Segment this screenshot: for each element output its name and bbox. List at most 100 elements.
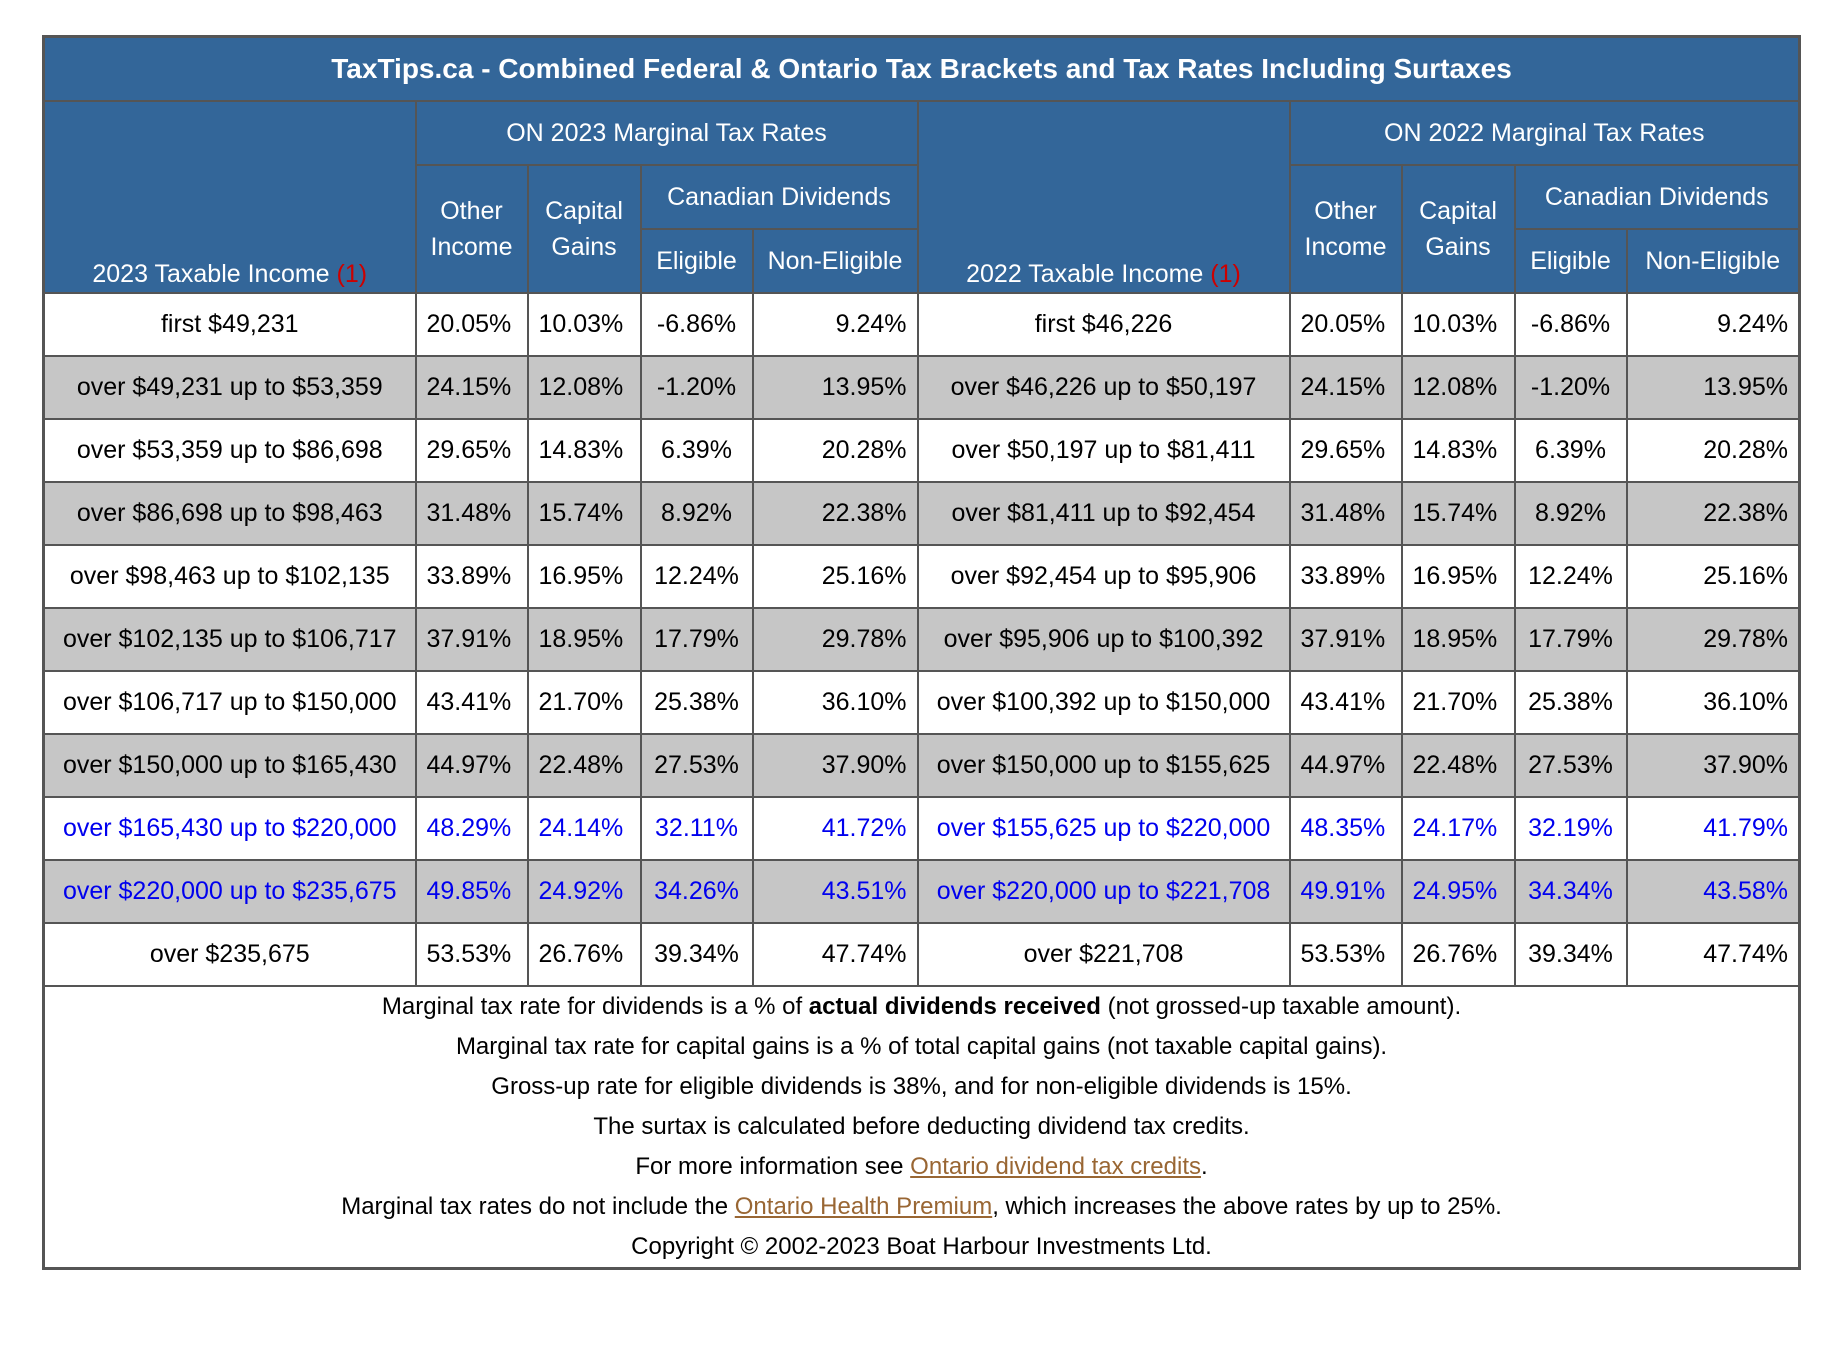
note-dividends-post: (not grossed-up taxable amount). bbox=[1100, 993, 1462, 1020]
capital-gains-2023-cell: 24.14% bbox=[526, 796, 642, 861]
capital-gains-2023-cell: 16.95% bbox=[526, 544, 642, 609]
income-2022-header: 2022 Taxable Income (1) bbox=[916, 100, 1291, 294]
note-health-premium-post: , which increases the above rates by up … bbox=[992, 1193, 1502, 1220]
non-eligible-2023-header: Non-Eligible bbox=[751, 228, 919, 294]
income-2023-cell: over $86,698 up to $98,463 bbox=[42, 481, 417, 546]
note-dividends-pre: Marginal tax rate for dividends is a % o… bbox=[381, 993, 809, 1020]
income-2022-cell: over $92,454 up to $95,906 bbox=[916, 544, 1291, 609]
copyright: Copyright © 2002-2023 Boat Harbour Inves… bbox=[631, 1233, 1212, 1260]
eligible-2022-cell: 25.38% bbox=[1513, 670, 1628, 735]
income-2023-cell: over $165,430 up to $220,000 bbox=[42, 796, 417, 861]
non-eligible-2022-cell: 25.16% bbox=[1625, 544, 1801, 609]
capital-gains-2022-cell: 22.48% bbox=[1400, 733, 1516, 798]
capital-gains-2023-cell: 22.48% bbox=[526, 733, 642, 798]
eligible-2023-cell: 8.92% bbox=[639, 481, 754, 546]
table-row: first $49,231 20.05% 10.03% -6.86% 9.24%… bbox=[42, 292, 1801, 357]
other-income-2022-cell: 33.89% bbox=[1288, 544, 1403, 609]
ontario-dividend-tax-credits-link[interactable]: Ontario dividend tax credits bbox=[910, 1153, 1201, 1180]
non-eligible-2022-cell: 9.24% bbox=[1625, 292, 1801, 357]
eligible-2022-cell: 32.19% bbox=[1513, 796, 1628, 861]
table-title: TaxTips.ca - Combined Federal & Ontario … bbox=[42, 35, 1801, 102]
eligible-2023-cell: 39.34% bbox=[639, 922, 754, 987]
other-income-2023-cell: 29.65% bbox=[414, 418, 529, 483]
tax-rates-table: TaxTips.ca - Combined Federal & Ontario … bbox=[42, 35, 1802, 1270]
income-2022-cell: over $221,708 bbox=[916, 922, 1291, 987]
other-income-2022-cell: 44.97% bbox=[1288, 733, 1403, 798]
non-eligible-2023-cell: 41.72% bbox=[751, 796, 919, 861]
note-more-info: For more information see Ontario dividen… bbox=[55, 1147, 1788, 1187]
non-eligible-2023-cell: 29.78% bbox=[751, 607, 919, 672]
capital-gains-2023-cell: 21.70% bbox=[526, 670, 642, 735]
group-2022-header: ON 2022 Marginal Tax Rates bbox=[1288, 100, 1801, 166]
capital-gains-2022-header: Capital Gains bbox=[1400, 164, 1516, 294]
note-health-premium: Marginal tax rates do not include the On… bbox=[55, 1187, 1788, 1227]
capital-gains-2022-cell: 24.95% bbox=[1400, 859, 1516, 924]
income-2022-cell: over $220,000 up to $221,708 bbox=[916, 859, 1291, 924]
table-row: over $235,675 53.53% 26.76% 39.34% 47.74… bbox=[42, 922, 1801, 987]
eligible-2022-cell: 34.34% bbox=[1513, 859, 1628, 924]
capital-gains-2023-cell: 14.83% bbox=[526, 418, 642, 483]
other-income-2023-cell: 48.29% bbox=[414, 796, 529, 861]
non-eligible-2022-cell: 36.10% bbox=[1625, 670, 1801, 735]
other-income-2023-cell: 33.89% bbox=[414, 544, 529, 609]
other-income-2023-cell: 20.05% bbox=[414, 292, 529, 357]
eligible-2022-cell: 39.34% bbox=[1513, 922, 1628, 987]
eligible-2023-cell: 17.79% bbox=[639, 607, 754, 672]
capital-gains-2022-cell: 16.95% bbox=[1400, 544, 1516, 609]
note-surtax: The surtax is calculated before deductin… bbox=[593, 1113, 1250, 1140]
non-eligible-2023-cell: 9.24% bbox=[751, 292, 919, 357]
non-eligible-2022-cell: 22.38% bbox=[1625, 481, 1801, 546]
note-dividends: Marginal tax rate for dividends is a % o… bbox=[55, 987, 1788, 1027]
income-2022-cell: over $155,625 up to $220,000 bbox=[916, 796, 1291, 861]
notes-section: Marginal tax rate for dividends is a % o… bbox=[42, 985, 1801, 1270]
eligible-2022-cell: -6.86% bbox=[1513, 292, 1628, 357]
non-eligible-2023-cell: 47.74% bbox=[751, 922, 919, 987]
note-dividends-bold: actual dividends received bbox=[808, 993, 1101, 1020]
income-2023-cell: over $235,675 bbox=[42, 922, 417, 987]
non-eligible-2023-cell: 13.95% bbox=[751, 355, 919, 420]
table-row: over $150,000 up to $165,430 44.97% 22.4… bbox=[42, 733, 1801, 798]
table-row: over $102,135 up to $106,717 37.91% 18.9… bbox=[42, 607, 1801, 672]
capital-gains-2023-cell: 15.74% bbox=[526, 481, 642, 546]
income-2023-cell: over $106,717 up to $150,000 bbox=[42, 670, 417, 735]
eligible-2022-cell: -1.20% bbox=[1513, 355, 1628, 420]
eligible-2023-cell: 12.24% bbox=[639, 544, 754, 609]
other-income-2022-cell: 20.05% bbox=[1288, 292, 1403, 357]
table-row: over $49,231 up to $53,359 24.15% 12.08%… bbox=[42, 355, 1801, 420]
non-eligible-2022-cell: 47.74% bbox=[1625, 922, 1801, 987]
table-row: over $165,430 up to $220,000 48.29% 24.1… bbox=[42, 796, 1801, 861]
other-income-2022-cell: 48.35% bbox=[1288, 796, 1403, 861]
eligible-2022-cell: 8.92% bbox=[1513, 481, 1628, 546]
note-capital-gains: Marginal tax rate for capital gains is a… bbox=[455, 1033, 1388, 1060]
income-2022-cell: over $150,000 up to $155,625 bbox=[916, 733, 1291, 798]
other-income-2023-header: Other Income bbox=[414, 164, 529, 294]
income-2023-cell: over $102,135 up to $106,717 bbox=[42, 607, 417, 672]
non-eligible-2022-cell: 29.78% bbox=[1625, 607, 1801, 672]
other-income-2023-cell: 44.97% bbox=[414, 733, 529, 798]
other-income-2022-cell: 43.41% bbox=[1288, 670, 1403, 735]
other-income-2023-cell: 37.91% bbox=[414, 607, 529, 672]
other-income-2023-cell: 43.41% bbox=[414, 670, 529, 735]
income-2023-cell: over $150,000 up to $165,430 bbox=[42, 733, 417, 798]
eligible-2023-cell: 34.26% bbox=[639, 859, 754, 924]
capital-gains-2023-cell: 10.03% bbox=[526, 292, 642, 357]
other-income-2023-cell: 24.15% bbox=[414, 355, 529, 420]
non-eligible-2022-cell: 43.58% bbox=[1625, 859, 1801, 924]
table-row: over $86,698 up to $98,463 31.48% 15.74%… bbox=[42, 481, 1801, 546]
capital-gains-2023-header: Capital Gains bbox=[526, 164, 642, 294]
eligible-2023-cell: 25.38% bbox=[639, 670, 754, 735]
eligible-2022-cell: 12.24% bbox=[1513, 544, 1628, 609]
ontario-health-premium-link[interactable]: Ontario Health Premium bbox=[734, 1193, 993, 1220]
income-2023-cell: over $49,231 up to $53,359 bbox=[42, 355, 417, 420]
eligible-2023-header: Eligible bbox=[639, 228, 754, 294]
non-eligible-2022-cell: 41.79% bbox=[1625, 796, 1801, 861]
non-eligible-2023-cell: 36.10% bbox=[751, 670, 919, 735]
capital-gains-2022-cell: 12.08% bbox=[1400, 355, 1516, 420]
non-eligible-2023-cell: 43.51% bbox=[751, 859, 919, 924]
eligible-2023-cell: -1.20% bbox=[639, 355, 754, 420]
income-2022-cell: over $46,226 up to $50,197 bbox=[916, 355, 1291, 420]
capital-gains-2022-cell: 21.70% bbox=[1400, 670, 1516, 735]
capital-gains-2022-cell: 26.76% bbox=[1400, 922, 1516, 987]
non-eligible-2023-cell: 20.28% bbox=[751, 418, 919, 483]
other-income-2022-header: Other Income bbox=[1288, 164, 1403, 294]
